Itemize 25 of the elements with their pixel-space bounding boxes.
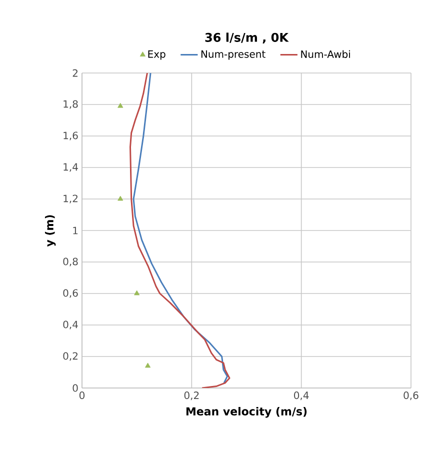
x-tick-label: 0: [79, 392, 85, 400]
y-tick-label: 1,6: [64, 132, 78, 140]
y-tick-label: 0,8: [63, 258, 78, 266]
y-tick-label: 1,8: [64, 100, 78, 109]
y-tick-label: 1,2: [64, 194, 78, 204]
legend-label: Num-present: [201, 50, 266, 60]
y-tick-label: 1,4: [64, 163, 78, 172]
x-tick-label: 0,4: [294, 392, 309, 400]
chart-title: 36 l/s/m , 0K: [205, 32, 289, 44]
y-tick-label: 1: [73, 226, 78, 234]
point: [118, 102, 124, 108]
y-axis-title: y (m): [44, 215, 56, 247]
y-tick-label: 0,2: [63, 352, 78, 361]
point: [134, 290, 140, 296]
point: [145, 362, 151, 368]
y-tick-label: 0: [72, 384, 78, 392]
legend-label: Num-Awbi: [301, 50, 350, 58]
x-tick-label: 0,2: [184, 392, 199, 400]
y-tick-label: 0,4: [63, 320, 78, 330]
y-tick-label: 2: [72, 69, 78, 77]
x-axis-title: Mean velocity (m/s): [186, 406, 307, 418]
x-tick-label: 0,6: [404, 392, 418, 400]
y-tick-label: 0,6: [63, 289, 78, 298]
legend-label: Exp: [148, 50, 166, 60]
point: [118, 196, 124, 201]
